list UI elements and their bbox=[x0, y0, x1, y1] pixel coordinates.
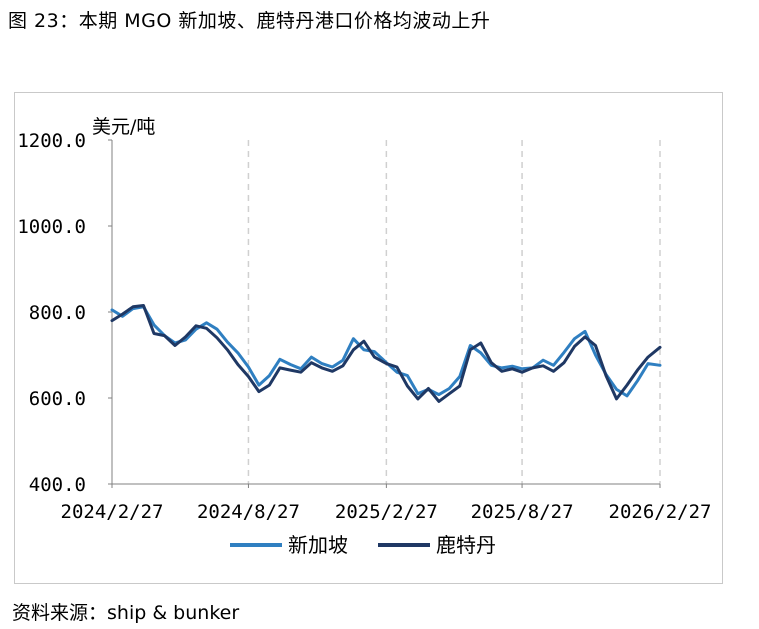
source-note: 资料来源：ship & bunker bbox=[12, 602, 240, 624]
axes bbox=[111, 140, 660, 485]
y-tick-label: 600.0 bbox=[29, 388, 86, 410]
series-line-rotterdam bbox=[110, 304, 662, 403]
x-tick-label: 2025/2/27 bbox=[335, 501, 438, 523]
legend-label: 新加坡 bbox=[288, 533, 348, 557]
y-axis-unit-label: 美元/吨 bbox=[92, 116, 155, 138]
y-tick-label: 400.0 bbox=[29, 474, 86, 496]
y-tick-label: 800.0 bbox=[29, 302, 86, 324]
series-lines bbox=[110, 304, 662, 403]
x-tick-labels: 2024/2/27 2024/8/27 2025/2/27 2025/8/27 2026… bbox=[61, 484, 712, 523]
y-tick-label: 1000.0 bbox=[17, 216, 86, 238]
x-tick-label: 2025/8/27 bbox=[471, 501, 574, 523]
figure-title: 图 23：本期 MGO 新加坡、鹿特丹港口价格均波动上升 bbox=[8, 10, 491, 32]
grid-lines bbox=[247, 140, 661, 484]
chart-frame bbox=[14, 92, 723, 584]
legend-label: 鹿特丹 bbox=[436, 533, 496, 557]
y-tick-label: 1200.0 bbox=[17, 130, 86, 152]
x-tick-label: 2024/8/27 bbox=[197, 501, 300, 523]
x-tick-label: 2024/2/27 bbox=[61, 501, 164, 523]
y-tick-labels: 1200.0 1000.0 800.0 600.0 400.0 bbox=[17, 130, 112, 496]
legend: 新加坡 鹿特丹 bbox=[230, 533, 496, 557]
x-tick-label: 2026/2/27 bbox=[609, 501, 712, 523]
